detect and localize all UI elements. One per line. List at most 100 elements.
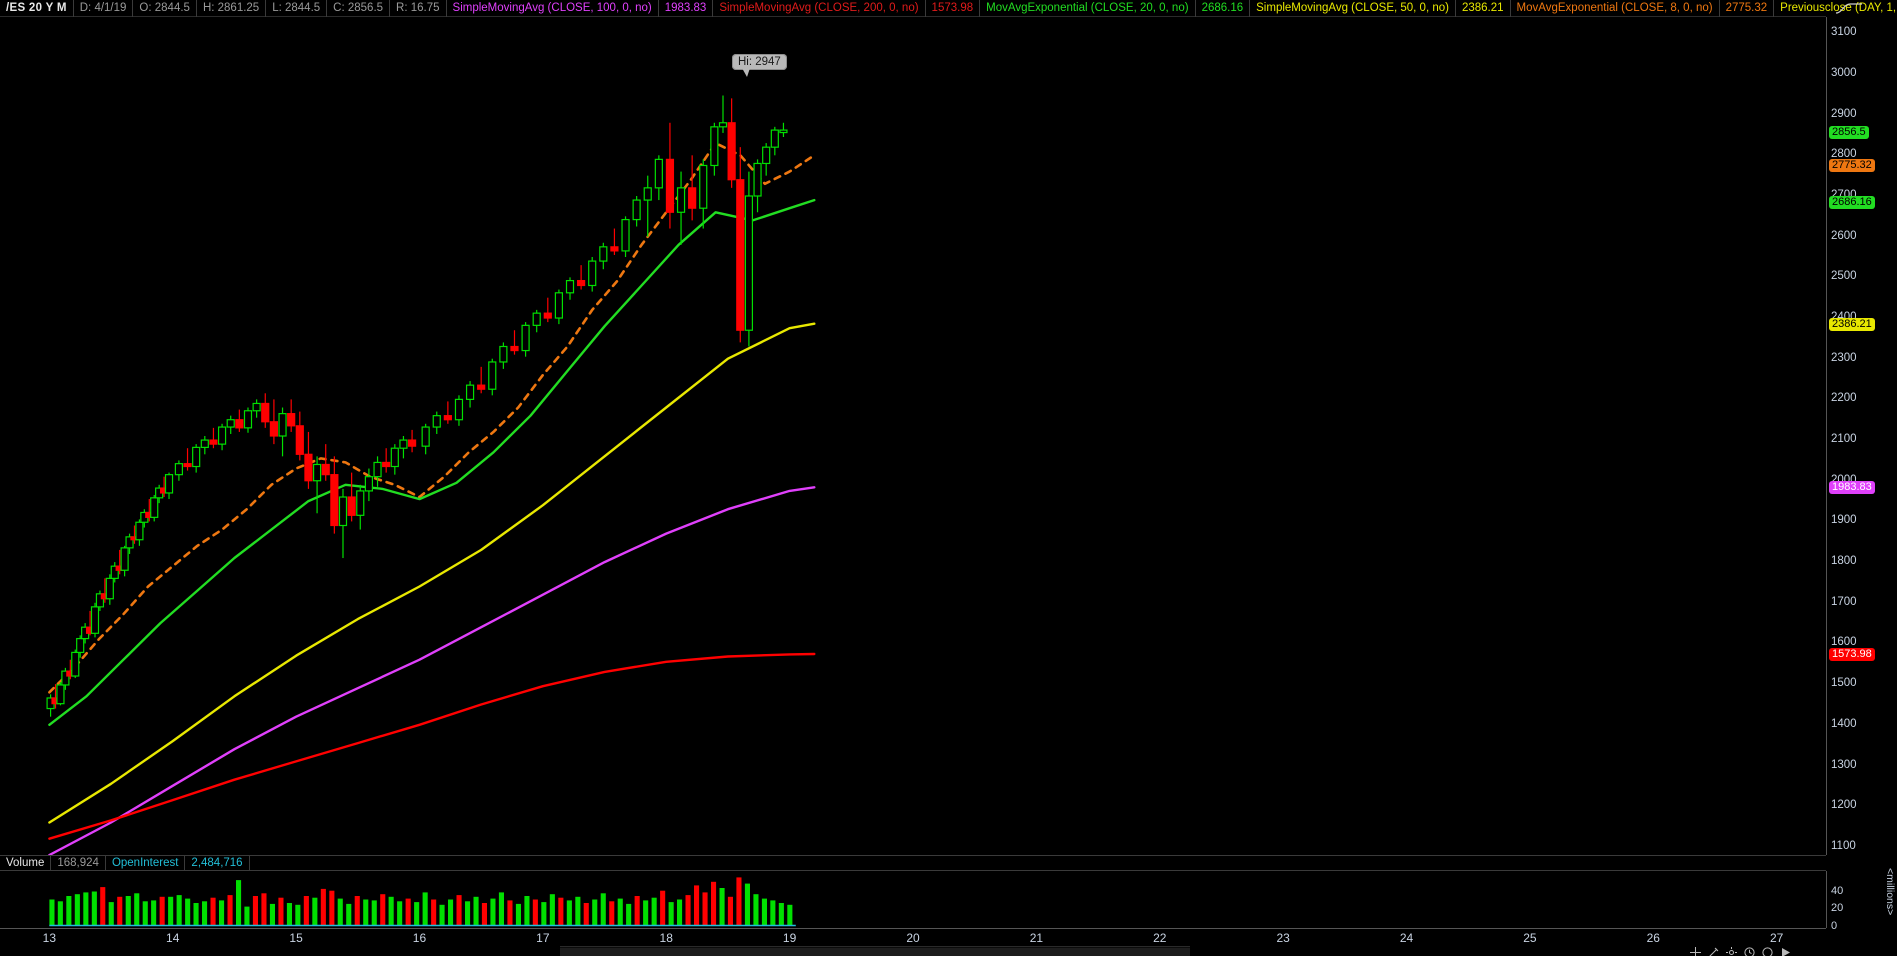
price-badge-0[interactable]: 2856.5 bbox=[1829, 126, 1869, 140]
volume-bar bbox=[787, 904, 793, 926]
candlestick bbox=[125, 533, 134, 554]
crosshair-icon[interactable] bbox=[1690, 945, 1701, 956]
ma-line-3 bbox=[48, 486, 816, 855]
candlestick bbox=[454, 395, 464, 426]
candlestick bbox=[120, 545, 129, 577]
price-axis-tick: 2400 bbox=[1831, 311, 1857, 323]
price-badge-4[interactable]: 1983.83 bbox=[1829, 481, 1875, 495]
play-icon[interactable] bbox=[1780, 945, 1791, 956]
candlestick bbox=[226, 415, 235, 434]
candlestick bbox=[278, 407, 287, 457]
volume-bar bbox=[583, 903, 589, 926]
time-axis-tick[interactable]: 27 bbox=[1769, 931, 1784, 945]
candlestick bbox=[373, 456, 382, 487]
candlestick bbox=[338, 488, 348, 559]
scrollbar-right-filler bbox=[1190, 946, 1826, 956]
volume-bar bbox=[244, 906, 250, 926]
volume-bar bbox=[337, 898, 343, 926]
price-axis-tick: 1800 bbox=[1831, 555, 1857, 568]
time-axis-tick[interactable]: 22 bbox=[1153, 931, 1167, 945]
volume-bar bbox=[431, 899, 437, 926]
time-axis-tick[interactable]: 13 bbox=[42, 931, 57, 945]
candlestick bbox=[710, 122, 719, 176]
volume-bar bbox=[541, 902, 547, 926]
price-badge-1[interactable]: 2775.32 bbox=[1829, 159, 1875, 173]
candlestick bbox=[770, 126, 779, 156]
price-axis-tick: 1700 bbox=[1831, 595, 1857, 608]
settings-icon[interactable] bbox=[1726, 945, 1737, 956]
circle-icon[interactable] bbox=[1762, 945, 1773, 956]
volume-bar bbox=[465, 901, 471, 926]
time-axis-tick[interactable]: 23 bbox=[1276, 931, 1290, 945]
time-axis-tick[interactable]: 18 bbox=[659, 931, 673, 945]
time-axis[interactable]: 13 14 15 16 17 18 19 20 21 22 23 24 25 26 27 bbox=[0, 928, 1826, 946]
candlestick bbox=[330, 456, 339, 534]
volume-bar bbox=[329, 890, 335, 926]
price-badge-3[interactable]: 2386.21 bbox=[1829, 317, 1875, 331]
time-axis-tick[interactable]: 19 bbox=[782, 931, 797, 945]
candlestick bbox=[304, 431, 313, 489]
volume-bar bbox=[694, 885, 700, 926]
candlestick bbox=[610, 228, 619, 255]
time-axis-tick[interactable]: 16 bbox=[412, 931, 427, 945]
time-axis-tick[interactable]: 14 bbox=[166, 931, 180, 945]
volume-bar bbox=[236, 880, 242, 926]
volume-bar bbox=[727, 896, 733, 926]
study-label-ema8[interactable]: MovAvgExponential (CLOSE, 8, 0, no) bbox=[1511, 0, 1720, 17]
candlestick bbox=[499, 342, 508, 369]
price-axis-tick: 2600 bbox=[1831, 229, 1857, 242]
time-axis-tick[interactable]: 17 bbox=[536, 931, 550, 945]
volume-bar bbox=[49, 899, 55, 926]
price-axis[interactable]: 3100 3000 2900 2800 2700 2600 2500 2400 2300 2200… bbox=[1826, 17, 1881, 855]
candlestick bbox=[321, 444, 330, 481]
candlestick bbox=[532, 309, 541, 333]
scrollbar-track[interactable] bbox=[560, 948, 1190, 956]
time-axis-tick[interactable]: 20 bbox=[906, 931, 920, 945]
study-label-previousclose[interactable]: Previousclose (DAY, 1, -1, yes) bbox=[1774, 0, 1897, 17]
candlestick bbox=[665, 122, 675, 229]
price-chart-pane[interactable] bbox=[0, 17, 1826, 855]
volume-bar bbox=[185, 898, 191, 926]
field-low: L: 2844.5 bbox=[266, 0, 328, 17]
study-label-ema20[interactable]: MovAvgExponential (CLOSE, 20, 0, no) bbox=[980, 0, 1196, 17]
volume-bar bbox=[363, 899, 369, 926]
candlestick bbox=[382, 448, 391, 473]
volume-bar bbox=[312, 897, 318, 926]
time-axis-tick[interactable]: 15 bbox=[289, 931, 303, 945]
study-sparkline-icon[interactable] bbox=[1832, 0, 1866, 17]
chart-tools-bar[interactable] bbox=[1690, 944, 1897, 956]
open-interest-label[interactable]: OpenInterest bbox=[106, 855, 186, 871]
candlestick bbox=[110, 562, 119, 583]
study-label-sma50[interactable]: SimpleMovingAvg (CLOSE, 50, 0, no) bbox=[1250, 0, 1456, 17]
time-axis-tick[interactable]: 26 bbox=[1646, 931, 1660, 945]
time-axis-tick[interactable]: 21 bbox=[1029, 931, 1044, 945]
ma-line-1 bbox=[48, 198, 816, 726]
price-axis-tick: 2700 bbox=[1831, 188, 1857, 201]
price-badge-2[interactable]: 2686.16 bbox=[1829, 195, 1875, 209]
study-label-sma200[interactable]: SimpleMovingAvg (CLOSE, 200, 0, no) bbox=[713, 0, 926, 17]
volume-bar bbox=[371, 900, 377, 926]
volume-bar bbox=[269, 903, 275, 926]
field-date: D: 4/1/19 bbox=[74, 0, 134, 17]
volume-bar bbox=[515, 903, 521, 926]
price-badge-5[interactable]: 1573.98 bbox=[1829, 648, 1875, 662]
volume-bar bbox=[57, 901, 63, 926]
time-axis-tick[interactable]: 25 bbox=[1523, 931, 1537, 945]
candlestick bbox=[510, 330, 519, 355]
volume-label[interactable]: Volume bbox=[0, 855, 52, 871]
candlestick bbox=[235, 409, 244, 432]
study-label-sma100[interactable]: SimpleMovingAvg (CLOSE, 100, 0, no) bbox=[447, 0, 659, 17]
volume-bar bbox=[397, 901, 403, 926]
volume-chart-pane[interactable] bbox=[0, 871, 1826, 928]
volume-bar bbox=[677, 899, 683, 926]
draw-icon[interactable] bbox=[1708, 945, 1719, 956]
symbol-label[interactable]: /ES 20 Y M bbox=[0, 0, 74, 17]
candlestick bbox=[252, 399, 261, 418]
time-axis-tick[interactable]: 24 bbox=[1399, 931, 1414, 945]
price-axis-tick: 1100 bbox=[1831, 839, 1856, 852]
price-axis-tick: 1600 bbox=[1831, 636, 1857, 649]
price-axis-tick: 1900 bbox=[1831, 514, 1857, 527]
volume-bar bbox=[261, 893, 267, 926]
clock-icon[interactable] bbox=[1744, 945, 1755, 956]
candlestick bbox=[200, 436, 209, 455]
